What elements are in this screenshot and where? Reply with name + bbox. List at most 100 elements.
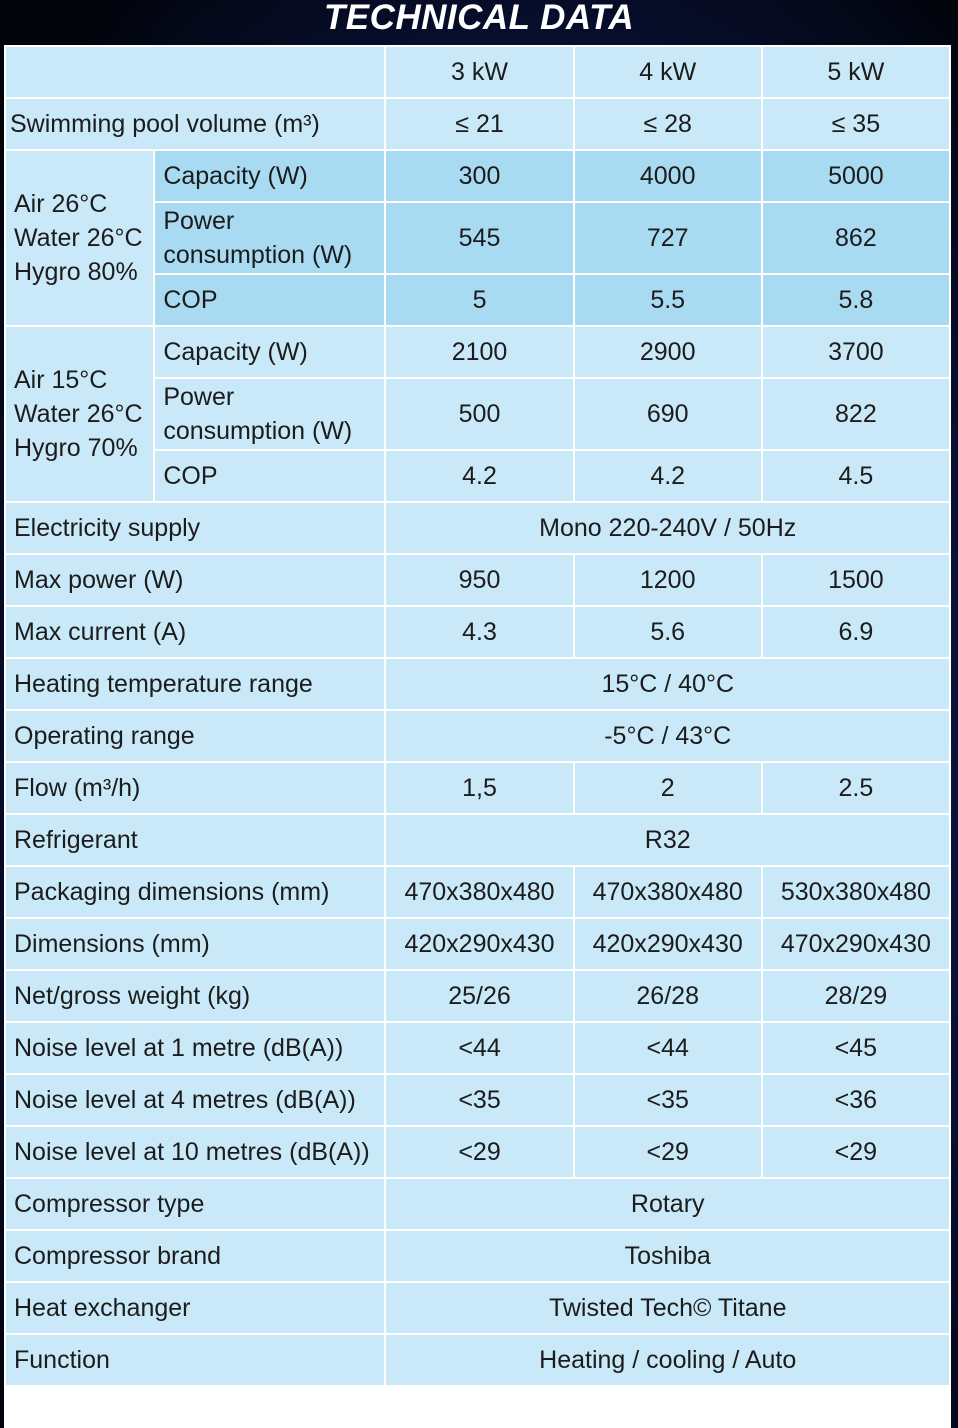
table-row: COP 5 5.5 5.8 bbox=[5, 273, 952, 327]
value-cell: 4000 bbox=[572, 149, 763, 203]
row-label: Heat exchanger bbox=[3, 1281, 387, 1335]
value-cell: 4.2 bbox=[572, 449, 763, 503]
value-cell-span: Twisted Tech© Titane bbox=[384, 1281, 951, 1335]
value-cell: 545 bbox=[384, 201, 575, 275]
row-label: Operating range bbox=[3, 709, 387, 763]
value-cell: ≤ 35 bbox=[760, 97, 952, 151]
table-row: Heating temperature range 15°C / 40°C bbox=[3, 657, 951, 711]
label-line: Power bbox=[163, 207, 235, 235]
value-cell: 500 bbox=[384, 377, 575, 451]
specs-body: Electricity supply Mono 220-240V / 50Hz Ma… bbox=[3, 501, 952, 1387]
value-cell: 1500 bbox=[760, 553, 952, 607]
value-cell: 420x290x430 bbox=[384, 917, 575, 971]
condition-line: Air 26°C bbox=[14, 190, 108, 218]
value-cell: 25/26 bbox=[384, 969, 575, 1023]
value-cell-span: Toshiba bbox=[384, 1229, 951, 1283]
table-row: Air 26°C Water 26°C Hygro 80% Capacity (… bbox=[3, 149, 952, 327]
page-title: TECHNICAL DATA bbox=[323, 0, 635, 37]
row-label: Compressor brand bbox=[3, 1229, 387, 1283]
value-cell: 470x380x480 bbox=[384, 865, 575, 919]
model-header-3kw: 3 kW bbox=[384, 45, 575, 99]
table-row: Refrigerant R32 bbox=[3, 813, 951, 867]
row-label: Net/gross weight (kg) bbox=[3, 969, 387, 1023]
row-label: Dimensions (mm) bbox=[3, 917, 387, 971]
value-cell: <44 bbox=[384, 1021, 575, 1075]
table-row: Function Heating / cooling / Auto bbox=[3, 1333, 951, 1387]
value-cell: 727 bbox=[572, 201, 763, 275]
table-row: Packaging dimensions (mm) 470x380x480 470x… bbox=[3, 865, 952, 919]
value-cell: <29 bbox=[384, 1125, 575, 1179]
row-label: Noise level at 10 metres (dB(A)) bbox=[3, 1125, 387, 1179]
table-row: Power consumption (W) 500 690 822 bbox=[5, 377, 952, 451]
row-label: Noise level at 4 metres (dB(A)) bbox=[3, 1073, 387, 1127]
table-row: Operating range -5°C / 43°C bbox=[3, 709, 951, 763]
table-row: Noise level at 4 metres (dB(A)) <35 <35 <36 bbox=[3, 1073, 952, 1127]
table-row: Power consumption (W) 545 727 862 bbox=[5, 201, 952, 275]
row-label: Power consumption (W) bbox=[153, 201, 387, 275]
value-cell: <44 bbox=[572, 1021, 763, 1075]
value-cell: 420x290x430 bbox=[572, 917, 763, 971]
condition-line: Air 15°C bbox=[14, 366, 108, 394]
value-cell: <29 bbox=[572, 1125, 763, 1179]
table-row: Flow (m³/h) 1,5 2 2.5 bbox=[3, 761, 952, 815]
row-label: Refrigerant bbox=[3, 813, 387, 867]
value-cell: 470x290x430 bbox=[760, 917, 952, 971]
table-row: COP 4.2 4.2 4.5 bbox=[5, 449, 952, 503]
value-cell: ≤ 21 bbox=[384, 97, 575, 151]
header-row: 3 kW 4 kW 5 kW bbox=[3, 45, 952, 99]
row-label: COP bbox=[153, 449, 387, 503]
value-cell-span: -5°C / 43°C bbox=[384, 709, 951, 763]
row-label: Compressor type bbox=[3, 1177, 387, 1231]
value-cell-span: R32 bbox=[384, 813, 951, 867]
table-row: Dimensions (mm) 420x290x430 420x290x430 470… bbox=[3, 917, 952, 971]
label-line: consumption (W) bbox=[163, 417, 353, 445]
model-header-4kw: 4 kW bbox=[572, 45, 763, 99]
table-row: Noise level at 1 metre (dB(A)) <44 <44 <45 bbox=[3, 1021, 952, 1075]
row-label: Noise level at 1 metre (dB(A)) bbox=[3, 1021, 387, 1075]
value-cell: 5.8 bbox=[760, 273, 952, 327]
value-cell: 862 bbox=[760, 201, 952, 275]
label-line: Power bbox=[163, 383, 235, 411]
value-cell: 4.5 bbox=[760, 449, 952, 503]
value-cell-span: Rotary bbox=[384, 1177, 951, 1231]
value-cell: 1,5 bbox=[384, 761, 575, 815]
label-line: consumption (W) bbox=[163, 241, 353, 269]
value-cell: <35 bbox=[384, 1073, 575, 1127]
value-cell: 26/28 bbox=[572, 969, 763, 1023]
row-label: COP bbox=[153, 273, 387, 327]
condition-label: Air 15°C Water 26°C Hygro 70% bbox=[3, 325, 156, 503]
value-cell: 690 bbox=[572, 377, 763, 451]
row-label: Max power (W) bbox=[3, 553, 387, 607]
condition-line: Water 26°C bbox=[14, 400, 143, 428]
value-cell-span: Mono 220-240V / 50Hz bbox=[384, 501, 951, 555]
value-cell: 2 bbox=[572, 761, 763, 815]
model-header-5kw: 5 kW bbox=[760, 45, 952, 99]
table-row: Max power (W) 950 1200 1500 bbox=[3, 553, 952, 607]
table-row: Swimming pool volume (m³) ≤ 21 ≤ 28 ≤ 35 bbox=[3, 97, 952, 151]
condition-label: Air 26°C Water 26°C Hygro 80% bbox=[3, 149, 156, 327]
table-row: Heat exchanger Twisted Tech© Titane bbox=[3, 1281, 951, 1335]
value-cell: 6.9 bbox=[760, 605, 952, 659]
row-label: Function bbox=[3, 1333, 387, 1387]
value-cell: 5 bbox=[384, 273, 575, 327]
header-blank-cell bbox=[3, 45, 387, 99]
table-row: Electricity supply Mono 220-240V / 50Hz bbox=[3, 501, 951, 555]
value-cell: 3700 bbox=[760, 325, 952, 379]
row-label: Electricity supply bbox=[3, 501, 387, 555]
table-row: Compressor brand Toshiba bbox=[3, 1229, 951, 1283]
table-row: Max current (A) 4.3 5.6 6.9 bbox=[3, 605, 952, 659]
value-cell: 2100 bbox=[384, 325, 575, 379]
value-cell: 4.3 bbox=[384, 605, 575, 659]
value-cell: <35 bbox=[572, 1073, 763, 1127]
value-cell: 2.5 bbox=[760, 761, 952, 815]
value-cell: 28/29 bbox=[760, 969, 952, 1023]
row-label: Power consumption (W) bbox=[153, 377, 387, 451]
table-row: Air 15°C Water 26°C Hygro 70% Capacity (… bbox=[3, 325, 952, 503]
value-cell: 1200 bbox=[572, 553, 763, 607]
value-cell-span: 15°C / 40°C bbox=[384, 657, 951, 711]
value-cell: 5000 bbox=[760, 149, 952, 203]
value-cell: <45 bbox=[760, 1021, 952, 1075]
table-row: Net/gross weight (kg) 25/26 26/28 28/29 bbox=[3, 969, 952, 1023]
row-label: Flow (m³/h) bbox=[3, 761, 387, 815]
value-cell: 300 bbox=[384, 149, 575, 203]
